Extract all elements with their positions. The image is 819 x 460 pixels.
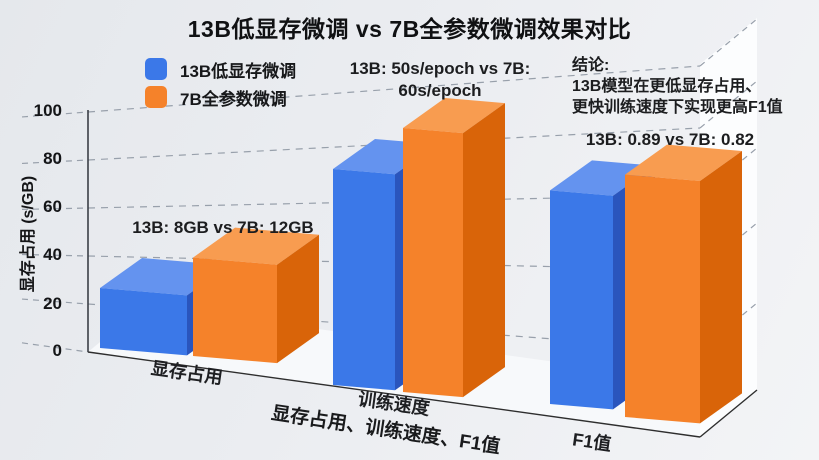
- bar-13b-vram-front: [100, 288, 187, 356]
- gridline-ext-20: [21, 298, 89, 305]
- y-tick-0: 0: [52, 341, 62, 360]
- annotation-conclusion-line2: 13B模型在更低显存占用、: [572, 78, 762, 95]
- legend-swatch-13b-icon: [145, 58, 167, 80]
- annotation-speed-line2: 60s/epoch: [398, 81, 482, 100]
- gridline-ext-100: [21, 111, 89, 118]
- floor-right-edge: [699, 389, 758, 438]
- gridline-ext-80: [21, 159, 89, 165]
- y-tick-80: 80: [43, 149, 62, 168]
- gridline-100: [87, 65, 701, 113]
- gridline-ext-0: [21, 342, 89, 353]
- bar-13b-f1-top: [550, 160, 655, 196]
- gridline-ext-60: [21, 207, 89, 211]
- chart-title: 13B低显存微调 vs 7B全参数微调效果对比: [187, 16, 632, 42]
- legend-item-7b: 7B全参数微调: [145, 83, 296, 111]
- annotation-training-speed: 13B: 50s/epoch vs 7B: 60s/epoch: [323, 58, 557, 102]
- legend: 13B低显存微调 7B全参数微调: [145, 55, 296, 111]
- bar-7b-f1-side: [700, 150, 742, 424]
- right-wall-gridline-80: [699, 80, 758, 129]
- floor-front-edge: [87, 351, 701, 438]
- y-tick-20: 20: [43, 294, 62, 313]
- bar-7b-speed-top: [403, 98, 505, 134]
- bar-7b-speed-side: [463, 103, 505, 398]
- y-tick-100: 100: [33, 101, 62, 120]
- bar-7b-vram-side: [277, 234, 319, 364]
- y-tick-40: 40: [43, 245, 62, 264]
- gridline-ext-40: [21, 253, 89, 257]
- y-tick-60: 60: [43, 197, 62, 216]
- bar-13b-speed-front: [333, 169, 395, 391]
- legend-swatch-7b-icon: [145, 86, 167, 108]
- bar-7b-vram-front: [193, 257, 277, 364]
- y-axis-label: 显存占用 (s/GB): [20, 175, 37, 293]
- right-wall-gridline-100: [699, 18, 758, 67]
- gridline-80: [87, 127, 701, 161]
- bar-7b-f1-front: [625, 174, 700, 424]
- legend-label-7b: 7B全参数微调: [180, 89, 287, 109]
- bar-7b-vram-top: [193, 227, 319, 265]
- annotation-speed-line1: 13B: 50s/epoch vs 7B:: [349, 59, 531, 78]
- legend-item-13b: 13B低显存微调: [145, 55, 296, 83]
- bar-7b-speed-front: [403, 128, 463, 398]
- annotation-f1: 13B: 0.89 vs 7B: 0.82: [585, 130, 755, 149]
- bar-13b-f1-front: [550, 190, 613, 410]
- annotation-conclusion-line1: 结论:: [572, 57, 610, 74]
- annotation-conclusion-line3: 更快训练速度下实现更高F1值: [572, 99, 783, 116]
- bar-7b-f1-top: [625, 144, 742, 181]
- legend-label-13b: 13B低显存微调: [180, 61, 297, 81]
- annotation-conclusion: 结论: 13B模型在更低显存占用、 更快训练速度下实现更高F1值: [572, 55, 812, 118]
- annotation-vram: 13B: 8GB vs 7B: 12GB: [132, 218, 314, 237]
